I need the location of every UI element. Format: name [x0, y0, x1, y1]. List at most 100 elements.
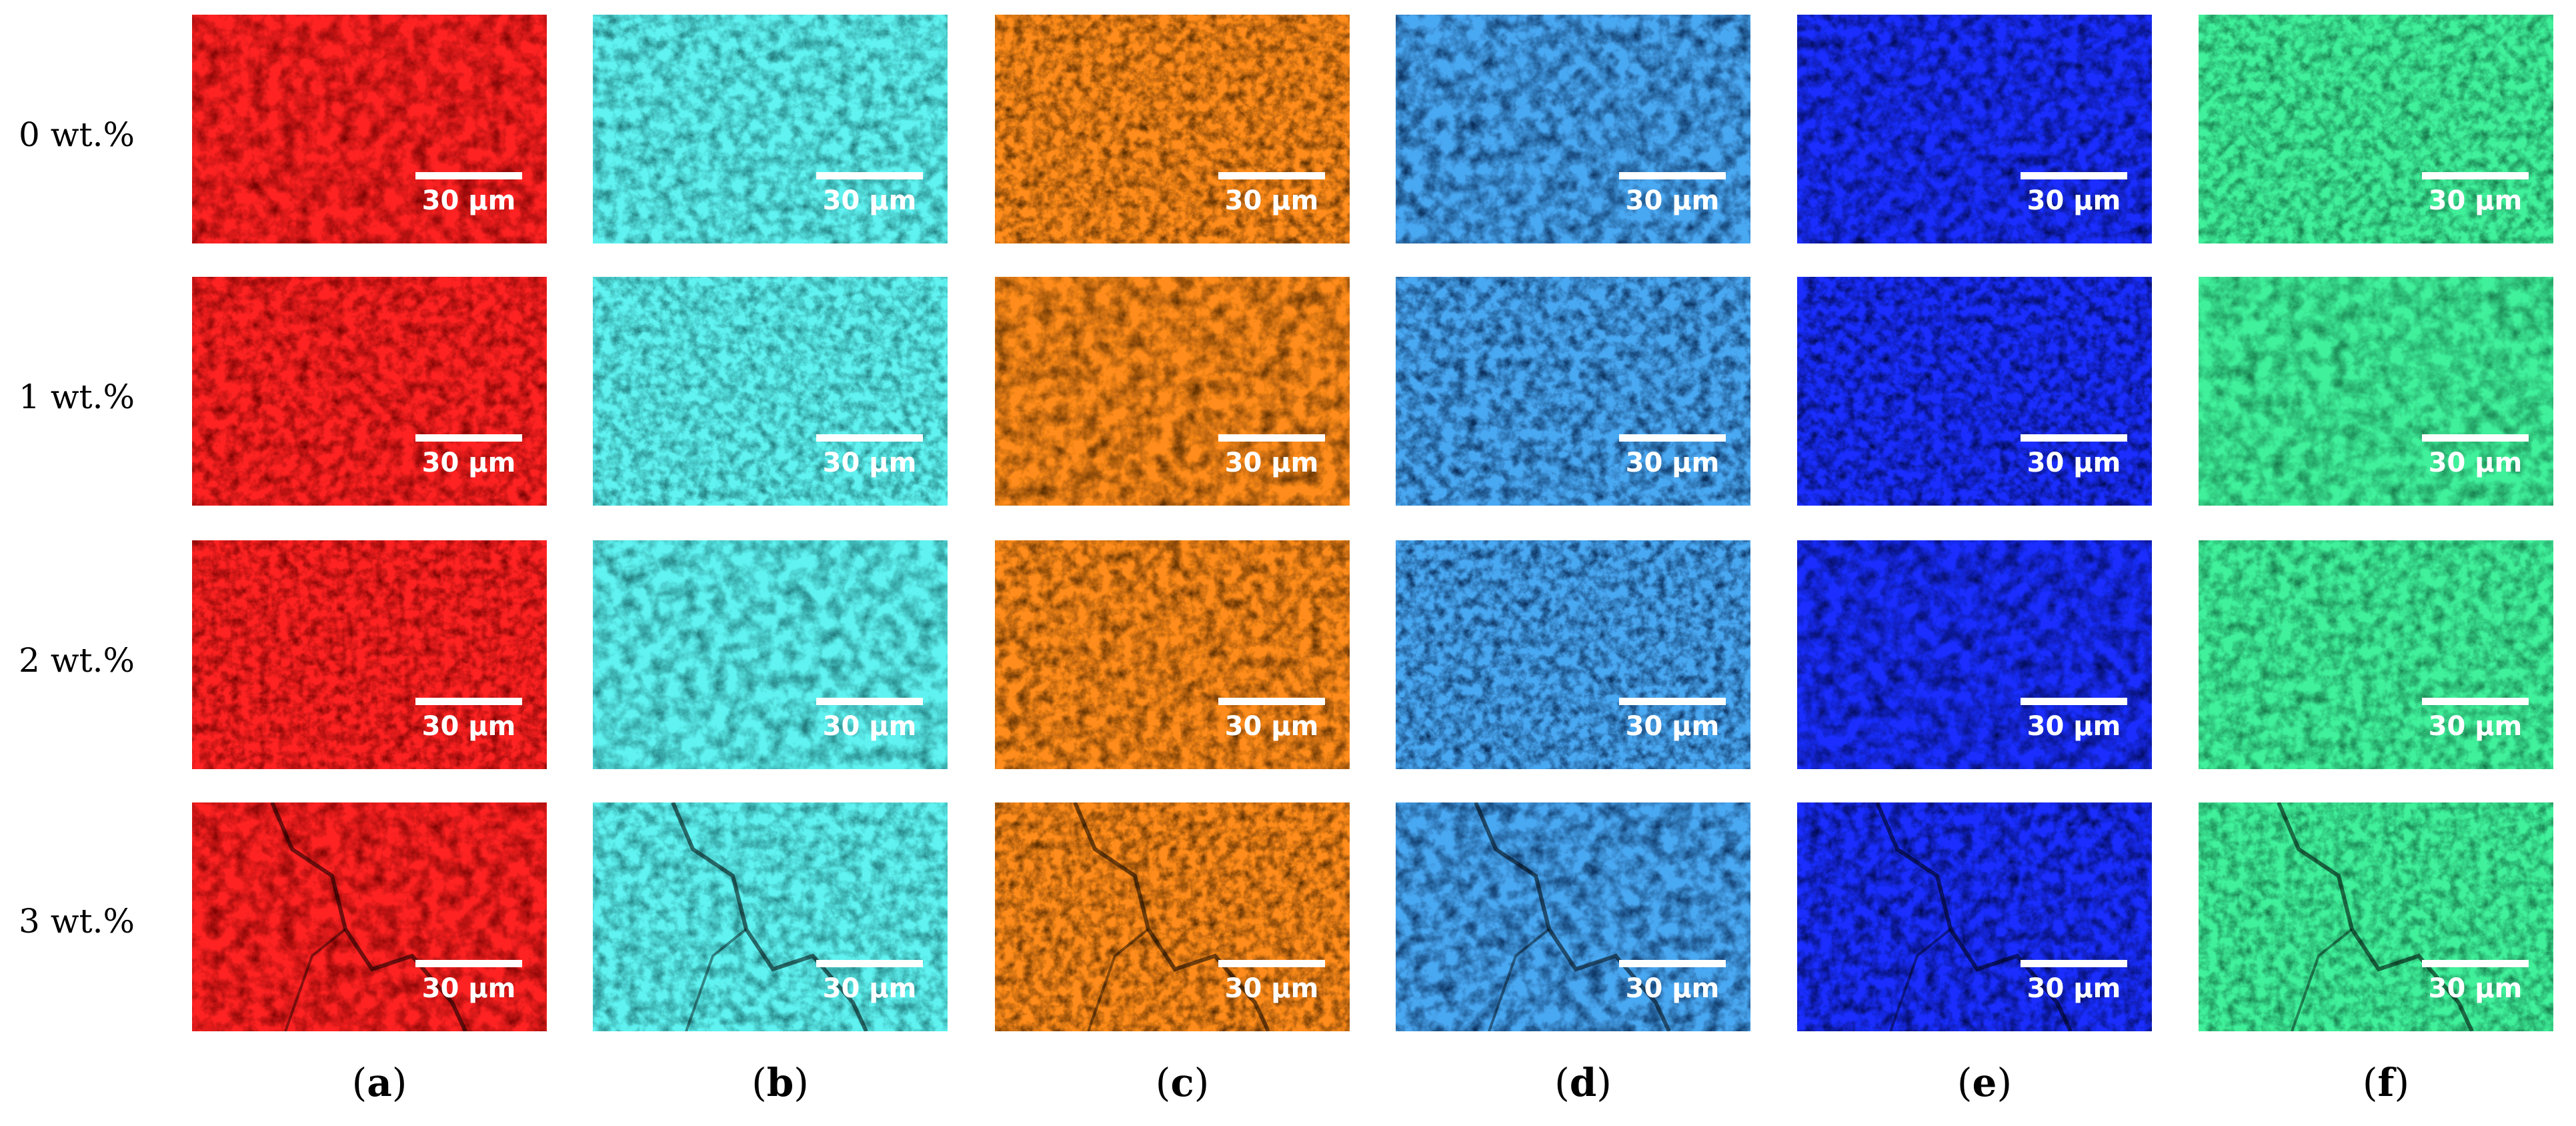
scale-bar-label: 30 µm	[2428, 711, 2523, 742]
map-panel-c-3wt: 30 µm	[995, 802, 1350, 1031]
element-map-orange	[995, 540, 1350, 769]
scale-bar	[1619, 698, 1726, 705]
scale-bar-label: 30 µm	[822, 973, 917, 1004]
element-map-orange	[995, 15, 1350, 243]
row-label-3-wt: 3 wt.%	[19, 902, 135, 941]
col-label-e: (e)	[1957, 1060, 2013, 1105]
element-map-blue	[1797, 802, 2152, 1031]
scale-bar-label: 30 µm	[2027, 973, 2121, 1004]
scale-bar	[415, 172, 522, 179]
scale-bar-label: 30 µm	[421, 711, 516, 742]
row-label-2-wt: 2 wt.%	[19, 641, 135, 680]
element-map-cyan	[593, 540, 948, 769]
element-map-light-blue	[1396, 802, 1750, 1031]
scale-bar	[816, 698, 923, 705]
col-label-c: (c)	[1155, 1060, 1210, 1105]
scale-bar	[415, 434, 522, 442]
scale-bar	[2021, 434, 2127, 442]
col-label-b: (b)	[752, 1060, 809, 1105]
scale-bar	[415, 960, 522, 967]
map-panel-a-0wt: 30 µm	[192, 15, 547, 243]
scale-bar-label: 30 µm	[2428, 448, 2523, 478]
scale-bar-label: 30 µm	[1625, 185, 1720, 216]
scale-bar-label: 30 µm	[1224, 185, 1319, 216]
scale-bar	[2422, 698, 2529, 705]
scale-bar-label: 30 µm	[1224, 973, 1319, 1004]
element-map-orange	[995, 277, 1350, 506]
scale-bar	[2021, 960, 2127, 967]
element-map-red	[192, 277, 547, 506]
scale-bar	[1218, 172, 1325, 179]
scale-bar	[1619, 172, 1726, 179]
scale-bar-label: 30 µm	[421, 973, 516, 1004]
map-panel-b-1wt: 30 µm	[593, 277, 948, 506]
col-label-a: (a)	[351, 1060, 407, 1105]
map-panel-a-1wt: 30 µm	[192, 277, 547, 506]
scale-bar	[816, 434, 923, 442]
scale-bar-label: 30 µm	[822, 185, 917, 216]
map-panel-d-3wt: 30 µm	[1396, 802, 1750, 1031]
scale-bar-label: 30 µm	[421, 185, 516, 216]
element-map-cyan	[593, 802, 948, 1031]
col-label-d: (d)	[1554, 1060, 1612, 1105]
scale-bar	[415, 698, 522, 705]
scale-bar-label: 30 µm	[822, 448, 917, 478]
element-map-cyan	[593, 277, 948, 506]
scale-bar-label: 30 µm	[2027, 711, 2121, 742]
col-label-f: (f)	[2362, 1060, 2410, 1105]
map-panel-d-2wt: 30 µm	[1396, 540, 1750, 769]
row-label-1-wt: 1 wt.%	[19, 378, 135, 416]
element-map-light-blue	[1396, 277, 1750, 506]
scale-bar	[2021, 698, 2127, 705]
element-map-green	[2199, 802, 2553, 1031]
map-panel-c-2wt: 30 µm	[995, 540, 1350, 769]
map-panel-c-1wt: 30 µm	[995, 277, 1350, 506]
scale-bar	[1218, 434, 1325, 442]
element-map-blue	[1797, 277, 2152, 506]
element-map-blue	[1797, 15, 2152, 243]
map-panel-a-3wt: 30 µm	[192, 802, 547, 1031]
scale-bar	[2422, 960, 2529, 967]
element-map-green	[2199, 15, 2553, 243]
map-panel-b-2wt: 30 µm	[593, 540, 948, 769]
scale-bar	[2021, 172, 2127, 179]
map-panel-e-1wt: 30 µm	[1797, 277, 2152, 506]
element-map-blue	[1797, 540, 2152, 769]
scale-bar	[2422, 434, 2529, 442]
element-map-light-blue	[1396, 15, 1750, 243]
scale-bar	[1619, 960, 1726, 967]
scale-bar-label: 30 µm	[1625, 973, 1720, 1004]
scale-bar-label: 30 µm	[1224, 448, 1319, 478]
element-map-light-blue	[1396, 540, 1750, 769]
scale-bar-label: 30 µm	[2027, 448, 2121, 478]
map-panel-e-0wt: 30 µm	[1797, 15, 2152, 243]
element-map-green	[2199, 277, 2553, 506]
map-panel-f-0wt: 30 µm	[2199, 15, 2553, 243]
map-panel-d-0wt: 30 µm	[1396, 15, 1750, 243]
map-panel-b-3wt: 30 µm	[593, 802, 948, 1031]
map-panel-f-2wt: 30 µm	[2199, 540, 2553, 769]
scale-bar	[816, 172, 923, 179]
scale-bar-label: 30 µm	[2428, 973, 2523, 1004]
scale-bar	[2422, 172, 2529, 179]
map-panel-d-1wt: 30 µm	[1396, 277, 1750, 506]
element-map-orange	[995, 802, 1350, 1031]
scale-bar	[1218, 960, 1325, 967]
map-panel-e-3wt: 30 µm	[1797, 802, 2152, 1031]
row-label-0-wt: 0 wt.%	[19, 115, 135, 154]
map-panel-e-2wt: 30 µm	[1797, 540, 2152, 769]
map-panel-b-0wt: 30 µm	[593, 15, 948, 243]
scale-bar-label: 30 µm	[421, 448, 516, 478]
element-map-red	[192, 802, 547, 1031]
scale-bar-label: 30 µm	[1625, 448, 1720, 478]
map-panel-f-1wt: 30 µm	[2199, 277, 2553, 506]
map-panel-f-3wt: 30 µm	[2199, 802, 2553, 1031]
scale-bar	[816, 960, 923, 967]
scale-bar	[1619, 434, 1726, 442]
element-map-cyan	[593, 15, 948, 243]
scale-bar-label: 30 µm	[822, 711, 917, 742]
map-panel-c-0wt: 30 µm	[995, 15, 1350, 243]
scale-bar-label: 30 µm	[1224, 711, 1319, 742]
scale-bar-label: 30 µm	[1625, 711, 1720, 742]
